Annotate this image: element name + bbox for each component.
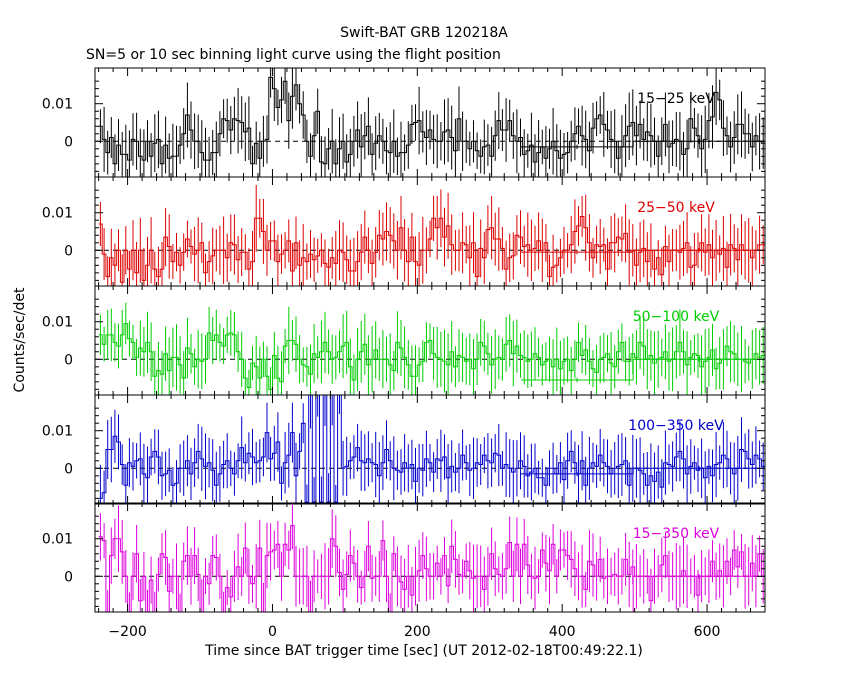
y-axis-label: Counts/sec/det <box>12 287 28 392</box>
x-tick-label: −200 <box>108 624 146 640</box>
panel-1: 0 0.01 15−25 keV <box>42 67 766 178</box>
series-step-line <box>98 395 765 503</box>
panel-3: 0 0.01 50−100 keV <box>42 285 766 396</box>
y-tick-label: 0.01 <box>42 424 73 440</box>
y-tick-label: 0 <box>64 243 73 259</box>
series-data <box>98 185 765 286</box>
panels: 0 0.01 15−25 keV 0 0.01 25−50 keV 0 0.01 50−100 … <box>42 67 766 640</box>
y-tick-label: 0.01 <box>42 206 73 222</box>
x-tick-label: 200 <box>404 624 431 640</box>
y-tick-label: 0 <box>64 461 73 477</box>
chart-subtitle: SN=5 or 10 sec binning light curve using… <box>86 47 501 63</box>
y-tick-label: 0.01 <box>42 532 73 548</box>
series-data <box>98 503 765 612</box>
series-step-line <box>98 76 765 165</box>
y-tick-label: 0 <box>64 569 73 585</box>
panel-4: 0 0.01 100−350 keV <box>42 394 766 505</box>
series-data <box>98 395 765 504</box>
y-tick-label: 0.01 <box>42 97 73 113</box>
x-axis-label: Time since BAT trigger time [sec] (UT 20… <box>204 643 643 659</box>
band-label: 15−350 keV <box>633 526 720 542</box>
panel-frame <box>94 502 766 613</box>
panel-5: 0 0.01 15−350 keV <box>42 502 766 613</box>
panel-2: 0 0.01 25−50 keV <box>42 176 766 287</box>
chart-title: Swift-BAT GRB 120218A <box>340 25 508 41</box>
series-data <box>98 68 765 177</box>
band-label: 50−100 keV <box>633 309 720 325</box>
series-step-line <box>98 216 765 283</box>
x-tick-label: 600 <box>694 624 721 640</box>
series-data <box>98 302 765 395</box>
band-label: 15−25 keV <box>637 91 715 107</box>
y-tick-label: 0 <box>64 134 73 150</box>
band-label: 25−50 keV <box>637 200 715 216</box>
series-step-line <box>98 525 765 612</box>
band-label: 100−350 keV <box>628 418 724 434</box>
y-tick-label: 0 <box>64 352 73 368</box>
x-tick-label: 0 <box>268 624 277 640</box>
panel-frame <box>94 394 766 505</box>
x-tick-label: 400 <box>549 624 576 640</box>
y-tick-label: 0.01 <box>42 315 73 331</box>
series-step-line <box>98 323 765 390</box>
